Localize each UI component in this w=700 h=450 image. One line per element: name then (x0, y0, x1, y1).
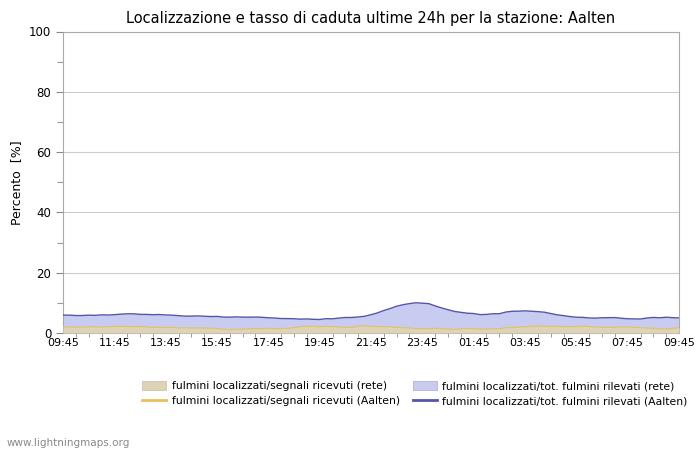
Title: Localizzazione e tasso di caduta ultime 24h per la stazione: Aalten: Localizzazione e tasso di caduta ultime … (127, 11, 615, 26)
Y-axis label: Percento  [%]: Percento [%] (10, 140, 23, 225)
Legend: fulmini localizzati/segnali ricevuti (rete), fulmini localizzati/segnali ricevut: fulmini localizzati/segnali ricevuti (re… (142, 381, 687, 406)
Text: www.lightningmaps.org: www.lightningmaps.org (7, 438, 130, 448)
